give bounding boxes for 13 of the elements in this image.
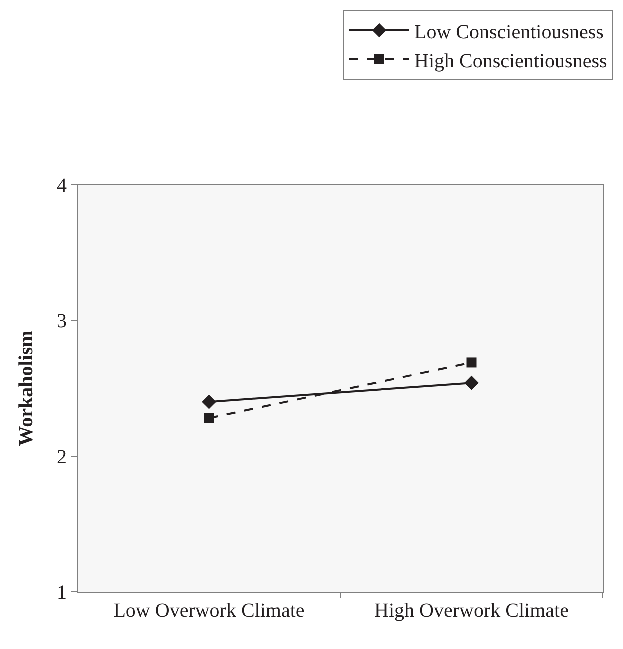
point — [202, 394, 216, 410]
y-tick-label: 1 — [57, 582, 67, 604]
x-tick-label: High Overwork Climate — [374, 600, 570, 622]
point — [466, 358, 477, 368]
y-axis-title: Workaholism — [16, 330, 38, 446]
point — [464, 376, 479, 390]
point — [204, 413, 214, 424]
x-tick-label: Low Overwork Climate — [114, 600, 305, 622]
legend-label: High Conscientiousness — [414, 50, 608, 72]
y-tick-label: 3 — [57, 310, 67, 333]
y-tick-label: 2 — [57, 446, 67, 468]
y-tick-label: 4 — [57, 175, 67, 197]
legend-label: Low Conscientiousness — [414, 21, 604, 44]
